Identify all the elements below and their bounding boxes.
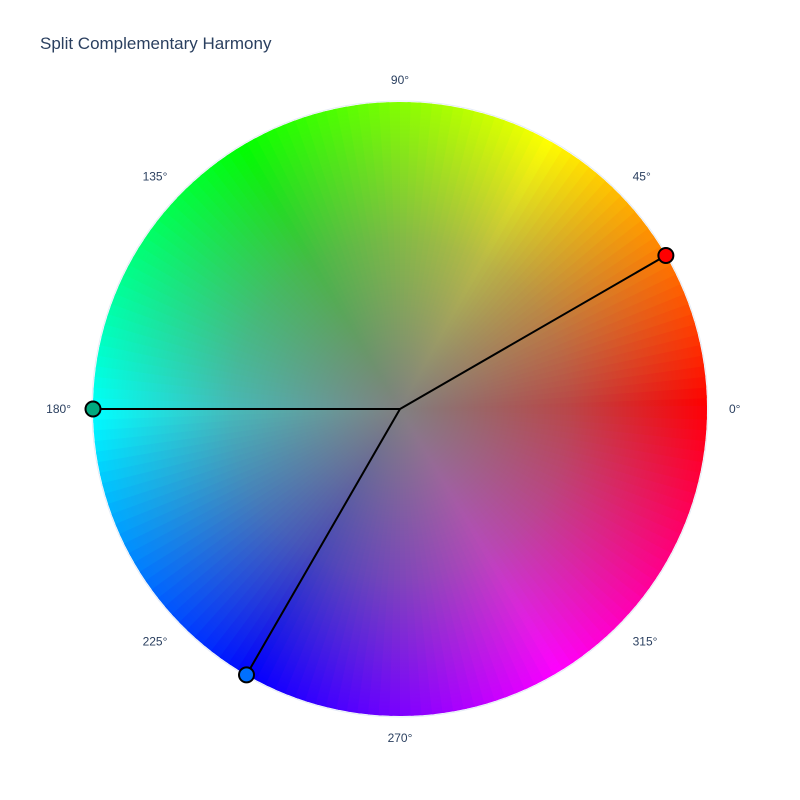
harmony-marker xyxy=(84,400,102,418)
angular-tick-label: 180° xyxy=(46,402,71,416)
harmony-line xyxy=(399,254,667,410)
angular-tick-label: 45° xyxy=(633,169,651,183)
angular-tick-label: 225° xyxy=(143,635,168,649)
angular-tick-labels: 0° 45° 90° 135° 180° 225° 270° 315° xyxy=(46,73,741,745)
angular-tick-label: 90° xyxy=(391,73,409,87)
harmony-marker xyxy=(657,247,675,264)
harmony-markers xyxy=(84,247,675,684)
angular-tick-label: 135° xyxy=(143,169,168,183)
angular-tick-label: 315° xyxy=(633,635,658,649)
harmony-marker xyxy=(238,666,255,684)
harmony-lines xyxy=(93,254,667,676)
harmony-line xyxy=(245,408,401,676)
chart-title: Split Complementary Harmony xyxy=(40,34,272,53)
angular-tick-label: 270° xyxy=(388,731,413,745)
angular-tick-label: 0° xyxy=(729,402,741,416)
